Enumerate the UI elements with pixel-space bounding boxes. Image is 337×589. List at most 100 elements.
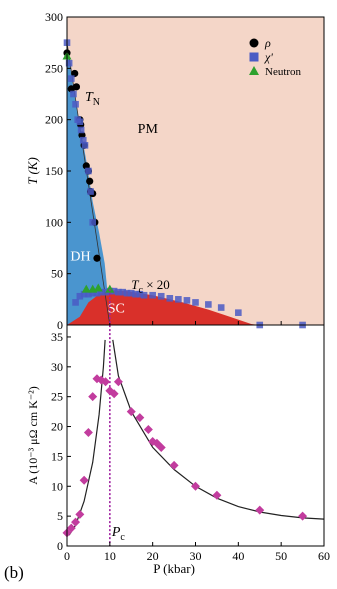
a-coefficient-point <box>101 377 111 387</box>
fit-curve-left <box>68 339 106 536</box>
chi-point <box>79 136 87 144</box>
pm-annotation: PM <box>138 122 159 137</box>
chi-point <box>217 304 225 311</box>
chi-point <box>76 292 84 300</box>
chi-point <box>183 297 191 304</box>
dh-annotation: DH <box>70 249 90 264</box>
a-coefficient-point <box>156 442 166 452</box>
y-axis-ticks-bottom: 0 5 10 15 20 25 30 35 <box>51 330 71 553</box>
chi-point <box>192 299 199 306</box>
legend-marker-circle <box>249 38 259 48</box>
a-coefficient-point <box>71 517 81 527</box>
sc-annotation: SC <box>108 302 125 317</box>
chi-point <box>89 219 96 226</box>
a-coefficient-point <box>255 505 265 515</box>
neutron-point <box>81 284 91 293</box>
y-tick-label: 25 <box>51 390 63 404</box>
y-tick-label: 35 <box>51 330 63 344</box>
y-tick-label: 0 <box>57 539 63 553</box>
chi-point <box>132 290 139 298</box>
legend-marker-triangle <box>249 66 259 75</box>
legend-label-rho: ρ <box>264 36 271 50</box>
legend-item-chi: χ' <box>249 50 273 64</box>
chi-point <box>81 142 89 149</box>
panel-label: (b) <box>4 563 24 582</box>
legend-item-rho: ρ <box>249 36 271 50</box>
a-coefficient-point <box>212 490 222 500</box>
y-tick-label: 100 <box>45 215 63 229</box>
chi-point <box>136 290 144 298</box>
chi-point <box>157 292 165 300</box>
chi-point <box>119 288 126 296</box>
x-tick-label: 20 <box>147 549 159 563</box>
legend-label-chi: χ' <box>264 50 273 64</box>
chi-point <box>102 288 109 296</box>
rho-point <box>71 69 79 78</box>
y-tick-label: 15 <box>51 449 63 463</box>
y-axis-label-top: T (K) <box>25 157 40 185</box>
legend-item-neutron: Neutron <box>249 66 302 78</box>
rho-point <box>86 177 94 185</box>
a-coefficient-point <box>66 523 76 533</box>
x-tick-label: 60 <box>318 549 330 563</box>
chi-point <box>87 188 94 195</box>
a-coefficient-point <box>143 425 153 435</box>
fit-curve-right <box>112 339 325 520</box>
rho-point <box>93 254 101 262</box>
chi-point <box>89 289 96 297</box>
chi-point <box>205 301 212 308</box>
tn-annotation: TN <box>85 90 100 108</box>
rho-point <box>72 83 81 91</box>
phase-diagram-panel: 0 50 100 150 200 250 300 T (K) TN PM DH SC Tc … <box>25 10 325 332</box>
chi-point <box>85 167 92 175</box>
y-axis-ticks-top: 0 50 100 150 200 250 300 <box>45 10 325 332</box>
chi-point <box>235 309 242 316</box>
chi-point <box>127 289 135 297</box>
chi-point <box>76 118 84 126</box>
a-coefficient-point <box>135 413 145 423</box>
y-tick-label: 300 <box>45 10 63 24</box>
x-tick-label: 40 <box>232 549 244 563</box>
x-axis-ticks: 0 10 20 30 40 50 60 <box>64 542 330 563</box>
neutron-point <box>93 283 103 292</box>
coefficient-panel: 0 5 10 15 20 25 30 35 0 10 20 30 40 50 60 Pc A (10⁻³ … <box>26 289 330 576</box>
neutron-point <box>105 284 115 293</box>
chi-point <box>140 291 148 299</box>
chi-point <box>115 288 122 296</box>
a-coefficient-point <box>79 475 89 485</box>
a-coefficient-point <box>169 460 179 470</box>
chi-point <box>93 289 101 297</box>
chi-point <box>72 299 79 306</box>
a-coefficient-point <box>191 481 200 491</box>
chi-point <box>123 289 131 297</box>
chi-point <box>97 288 105 296</box>
chi-point <box>65 59 73 67</box>
critical-pressure-label: Pc <box>111 525 126 543</box>
legend-marker-square <box>249 52 259 62</box>
a-coefficient-point <box>75 509 85 519</box>
rho-point <box>78 131 86 139</box>
chi-point <box>67 75 75 82</box>
chi-point <box>166 295 174 302</box>
chi-point <box>77 126 85 134</box>
x-tick-label: 50 <box>275 549 287 563</box>
fit-curves <box>68 339 325 536</box>
a-coefficient-point <box>109 389 119 399</box>
chi-point <box>80 290 88 298</box>
chi-point <box>85 290 92 298</box>
a-coefficient-point <box>88 392 98 402</box>
chi-point <box>70 90 77 98</box>
a-coefficient-point <box>126 407 136 417</box>
x-tick-label: 10 <box>104 549 116 563</box>
y-tick-label: 200 <box>45 113 63 127</box>
sc-region <box>67 290 260 325</box>
a-coefficient-point <box>298 511 308 521</box>
data-markers-bottom <box>62 374 308 538</box>
y-tick-label: 10 <box>51 479 63 493</box>
chi-point <box>149 291 156 299</box>
a-coefficient-point <box>113 377 123 387</box>
x-tick-label: 0 <box>64 549 70 563</box>
x-axis-label: P (kbar) <box>153 561 195 576</box>
